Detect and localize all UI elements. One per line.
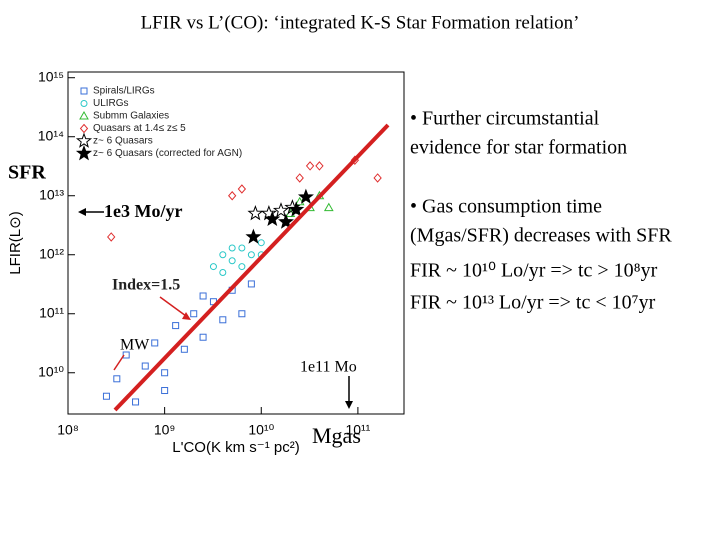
legend-label: z~ 6 Quasars (corrected for AGN)	[93, 148, 242, 159]
point	[323, 202, 334, 212]
bullet-line: FIR ~ 10¹³ Lo/yr => tc < 10⁷yr	[410, 292, 656, 314]
y-tick-label: 10¹⁵	[38, 68, 64, 84]
point	[315, 161, 324, 171]
bullet-line: FIR ~ 10¹⁰ Lo/yr => tc > 10⁸yr	[410, 260, 658, 282]
arrow	[113, 354, 125, 371]
point	[102, 392, 110, 400]
point	[219, 269, 227, 277]
point	[190, 310, 198, 318]
legend-label: Spirals/LIRGs	[93, 86, 155, 97]
legend-marker	[75, 132, 93, 148]
point	[238, 263, 246, 271]
legend-label: Quasars at 1.4≤ z≤ 5	[93, 123, 186, 134]
point	[151, 339, 159, 347]
point	[238, 310, 246, 318]
bullets: • Further circumstantial evidence for st…	[410, 108, 672, 314]
point	[141, 362, 149, 370]
y-tick-label: 10¹¹	[39, 304, 64, 320]
arrow	[159, 296, 187, 317]
y-tick-label: 10¹⁴	[38, 127, 64, 143]
legend-label: Submm Galaxies	[93, 111, 169, 122]
annotation: 1e11 Mo	[300, 359, 357, 376]
point	[247, 205, 264, 221]
fit-line	[113, 123, 390, 412]
annotations: SFR 1e3 Mo/yr Index=1.5 MW 1e11 Mo Mgas	[8, 162, 361, 448]
point	[228, 244, 236, 252]
annotation: Mgas	[312, 423, 361, 448]
point	[161, 387, 169, 395]
legend-marker	[80, 87, 88, 95]
point	[219, 316, 227, 324]
point	[172, 322, 180, 330]
point	[264, 210, 281, 227]
bullet-line: (Mgas/SFR) decreases with SFR	[410, 225, 672, 247]
y-tick-label: 10¹²	[39, 245, 64, 261]
point	[247, 251, 255, 259]
bullet-line: evidence for star formation	[410, 137, 627, 159]
plot	[67, 71, 405, 415]
bullet-line: • Further circumstantial	[410, 108, 600, 130]
bullet-line: • Gas consumption time	[410, 196, 602, 218]
point	[277, 213, 294, 229]
point	[199, 292, 207, 300]
annotation: 1e3 Mo/yr	[104, 201, 182, 221]
slide-title: LFIR vs L’(CO): ‘integrated K-S Star For…	[141, 12, 580, 33]
point	[219, 251, 227, 259]
x-tick-label: 10⁸	[57, 422, 79, 438]
x-tick-label: 10⁹	[154, 422, 176, 438]
point	[373, 173, 382, 183]
point	[228, 257, 236, 265]
point	[288, 201, 305, 217]
annotation: MW	[120, 337, 150, 354]
point	[228, 190, 237, 201]
x-tick-label: 10¹⁰	[248, 422, 274, 438]
x-tick-label: 10¹¹	[345, 422, 370, 438]
legend-label: ULIRGs	[93, 98, 129, 109]
legend-marker	[79, 110, 89, 120]
point	[237, 184, 247, 194]
point	[247, 280, 255, 288]
y-tick-label: 10¹⁰	[38, 363, 64, 379]
plot-frame	[67, 71, 405, 415]
point	[272, 202, 289, 218]
point	[238, 244, 246, 252]
x-axis-label: L'CO(K km s⁻¹ pc²)	[172, 439, 299, 456]
legend-marker	[75, 145, 93, 161]
annotation: SFR	[8, 162, 46, 184]
legend-marker	[79, 123, 89, 134]
annotation: Index=1.5	[112, 277, 180, 294]
point	[161, 369, 169, 377]
point	[209, 263, 217, 271]
point	[297, 188, 314, 204]
legend-marker	[80, 100, 88, 107]
point	[107, 232, 116, 242]
point	[180, 345, 188, 353]
point	[113, 375, 121, 383]
y-axis-label: LFIR(L⊙)	[7, 211, 24, 274]
arrow-head	[182, 312, 191, 320]
point	[199, 333, 207, 341]
arrow-head	[78, 208, 86, 216]
point	[305, 161, 315, 171]
y-tick-label: 10¹³	[39, 186, 64, 202]
point	[295, 173, 304, 183]
point	[132, 398, 140, 406]
legend-label: z~ 6 Quasars	[93, 136, 153, 147]
point	[257, 239, 265, 247]
arrow-head	[345, 401, 353, 409]
point	[245, 228, 262, 244]
